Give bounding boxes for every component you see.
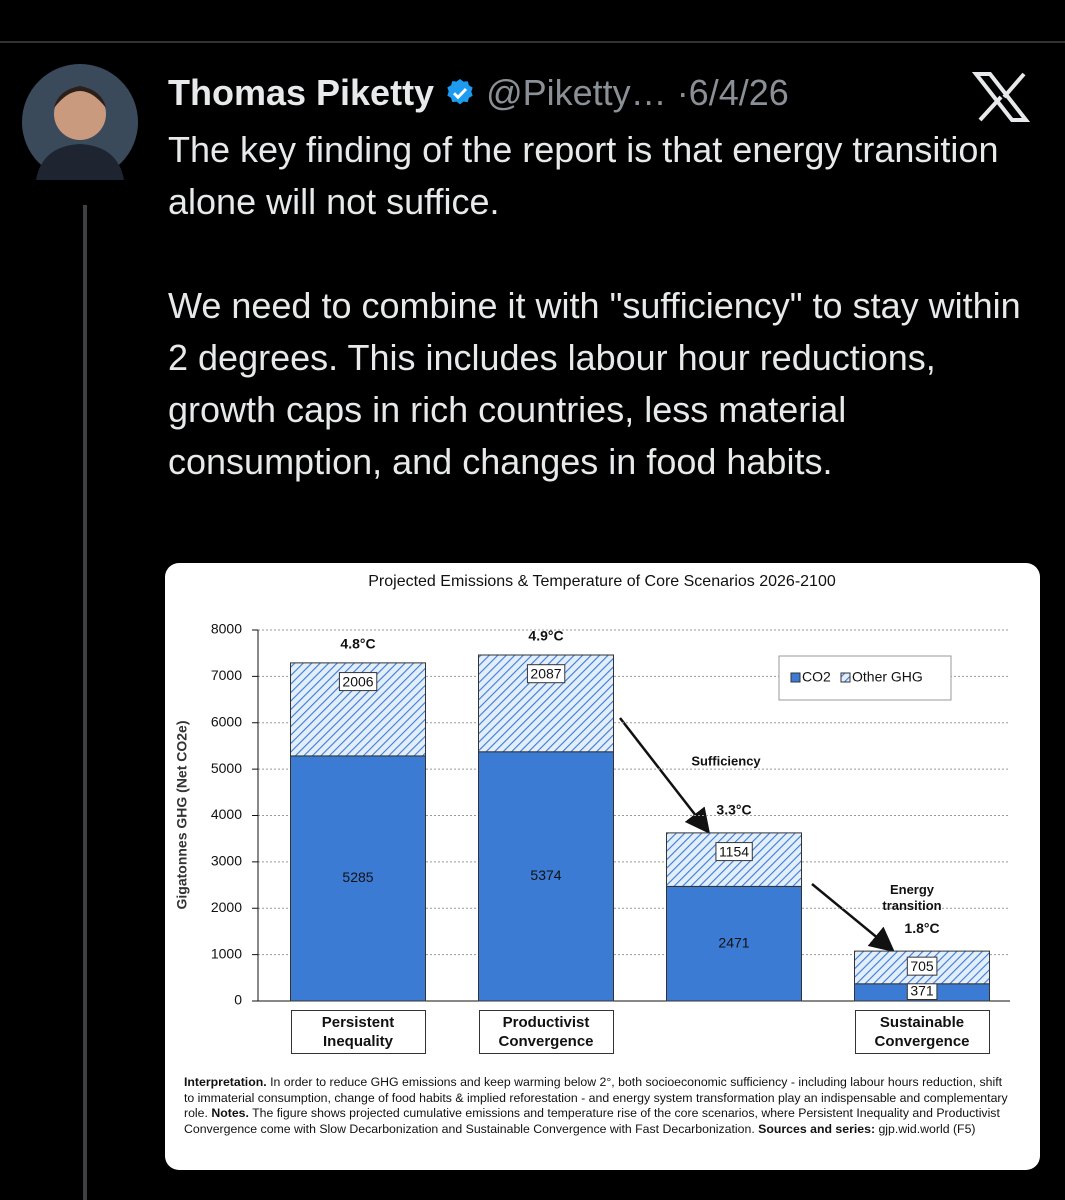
chart-note: Interpretation. In order to reduce GHG e… xyxy=(184,1075,1014,1137)
chart-title: Projected Emissions & Temperature of Cor… xyxy=(368,573,836,590)
arrow xyxy=(811,883,895,953)
author-name[interactable]: Thomas Piketty xyxy=(168,72,435,113)
y-tick-label: 2000 xyxy=(211,899,242,915)
y-tick-label: 3000 xyxy=(211,853,242,869)
y-tick-label: 5000 xyxy=(211,760,242,776)
temperature-label: 1.8°C xyxy=(904,920,939,936)
legend-label: Other GHG xyxy=(852,669,923,685)
data-label: 371 xyxy=(910,982,934,998)
data-label: 705 xyxy=(910,958,934,974)
note-text: In order to reduce GHG emissions and kee… xyxy=(184,1075,1008,1120)
legend-box xyxy=(778,655,952,701)
category-label: Productivist Convergence xyxy=(478,1010,614,1054)
data-label-box xyxy=(338,672,378,692)
chart: Projected Emissions & Temperature of Cor… xyxy=(174,573,1010,1008)
date[interactable]: ·6/4/26 xyxy=(676,72,789,113)
thread-line xyxy=(83,205,87,1200)
note-text: Sources and series: xyxy=(758,1121,876,1136)
arrow xyxy=(619,717,711,834)
data-label-box xyxy=(526,664,566,684)
data-label: 5285 xyxy=(342,869,373,885)
tweet-paragraph: The key finding of the report is that en… xyxy=(168,129,999,222)
tweet-text: The key finding of the report is that en… xyxy=(168,124,1048,540)
co2-bar xyxy=(290,755,426,1002)
data-label: 2006 xyxy=(342,674,373,690)
top-divider xyxy=(0,41,1065,43)
temperature-label: 3.3°C xyxy=(716,802,751,818)
y-tick-label: 4000 xyxy=(211,806,242,822)
data-label-box xyxy=(715,842,753,862)
y-tick-label: 8000 xyxy=(211,621,242,637)
handle[interactable]: @Piketty… xyxy=(486,72,667,113)
category-label: Sustainable Convergence xyxy=(854,1010,990,1054)
y-tick-label: 7000 xyxy=(211,667,242,683)
note-text: Interpretation. xyxy=(184,1075,267,1089)
tweet-header: Thomas Piketty @Piketty… ·6/4/26 xyxy=(168,72,789,114)
note-text: Notes. xyxy=(211,1106,249,1120)
arrow-label: Energy transition xyxy=(882,882,942,913)
data-label: 2087 xyxy=(530,666,561,682)
legend-label: CO2 xyxy=(802,669,831,685)
chart-image[interactable]: Projected Emissions & Temperature of Cor… xyxy=(165,563,1040,1170)
data-label-box xyxy=(906,956,938,976)
y-tick-label: 0 xyxy=(234,992,242,1008)
y-axis-label: Gigatonnes GHG (Net CO2e) xyxy=(174,720,190,909)
temperature-label: 4.8°C xyxy=(340,636,375,652)
legend-swatch xyxy=(840,672,851,683)
verified-badge xyxy=(447,79,473,105)
note-text: gjp.wid.world (F5) xyxy=(875,1121,976,1136)
x-logo[interactable] xyxy=(968,72,1036,122)
y-tick-label: 6000 xyxy=(211,713,242,729)
data-label: 1154 xyxy=(719,844,749,860)
note-text: The figure shows projected cumulative em… xyxy=(184,1106,1000,1136)
avatar[interactable] xyxy=(22,64,138,180)
y-tick-label: 1000 xyxy=(211,945,242,961)
data-label: 5374 xyxy=(530,867,561,883)
tweet-paragraph: We need to combine it with "sufficiency"… xyxy=(168,285,1021,482)
co2-bar xyxy=(666,885,802,1002)
data-label: 2471 xyxy=(718,934,749,950)
category-label: Persistent Inequality xyxy=(290,1010,426,1054)
temperature-label: 4.9°C xyxy=(528,628,563,644)
legend-swatch xyxy=(790,672,801,683)
arrow-label: Sufficiency xyxy=(691,753,761,768)
co2-bar xyxy=(478,751,614,1002)
